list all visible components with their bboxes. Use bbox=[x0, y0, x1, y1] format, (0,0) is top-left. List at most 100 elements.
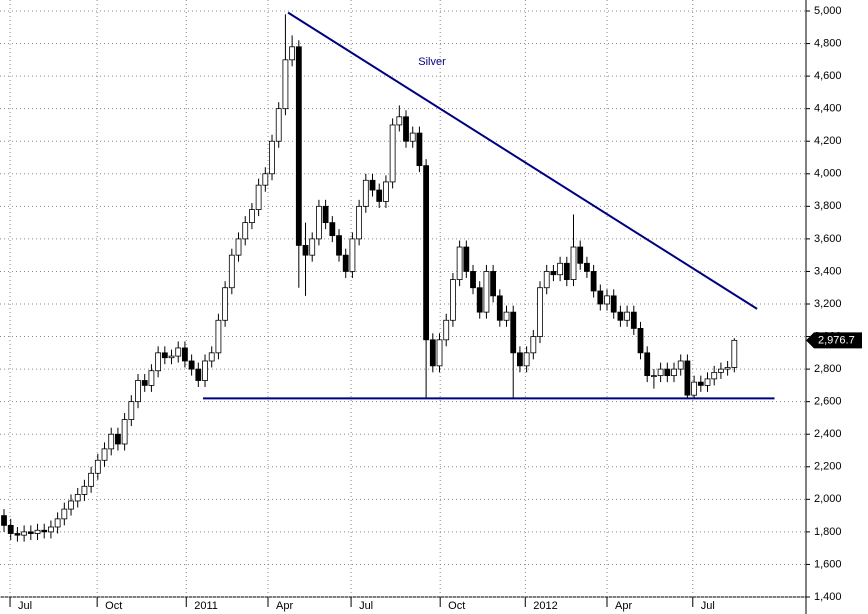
candle-body bbox=[577, 246, 584, 264]
candle-body bbox=[115, 433, 121, 445]
last-price-label: 2,976.7 bbox=[818, 334, 855, 346]
candle-body bbox=[255, 184, 262, 210]
candle-body bbox=[570, 246, 577, 280]
candle-body bbox=[523, 352, 530, 367]
y-tick-label: 3,400 bbox=[814, 265, 842, 277]
candle-body bbox=[215, 319, 222, 354]
last-price-box bbox=[806, 332, 862, 349]
candle-body bbox=[41, 529, 48, 533]
x-tick-label: Apr bbox=[615, 600, 632, 612]
candle-body bbox=[369, 179, 376, 191]
y-tick-label: 2,600 bbox=[814, 396, 842, 408]
candle-body bbox=[470, 271, 476, 289]
candle-body bbox=[27, 531, 34, 534]
candle-body bbox=[389, 124, 396, 183]
candle-body bbox=[202, 360, 208, 381]
y-tick-label: 4,800 bbox=[814, 37, 842, 49]
candle-body bbox=[396, 116, 403, 126]
x-tick-label: Jul bbox=[18, 600, 32, 612]
candle-body bbox=[309, 238, 316, 256]
candle-body bbox=[222, 287, 229, 321]
chart-title: Silver bbox=[418, 56, 446, 68]
candle-body bbox=[1, 515, 7, 526]
candle-body bbox=[141, 380, 148, 386]
candle-body bbox=[550, 271, 557, 276]
candle-body bbox=[349, 238, 356, 272]
y-tick-label: 2,000 bbox=[814, 493, 842, 505]
candle-body bbox=[88, 472, 95, 487]
candle-body bbox=[135, 380, 141, 403]
candle-body bbox=[34, 529, 41, 534]
candle-body bbox=[295, 46, 302, 246]
candle-body bbox=[329, 222, 336, 237]
candle-body bbox=[597, 290, 604, 305]
candle-body bbox=[249, 209, 255, 224]
candle-body bbox=[175, 347, 182, 357]
trendline bbox=[287, 11, 758, 310]
candle-body bbox=[188, 360, 195, 370]
candle-body bbox=[94, 459, 101, 474]
candle-body bbox=[121, 419, 128, 445]
candle-body bbox=[644, 352, 651, 377]
candle-body bbox=[543, 271, 550, 289]
candle-body bbox=[456, 246, 463, 280]
candle-body bbox=[490, 271, 497, 297]
candle-body bbox=[342, 254, 349, 272]
candle-body bbox=[630, 311, 637, 329]
candle-body bbox=[101, 448, 108, 461]
y-tick-label: 4,600 bbox=[814, 70, 842, 82]
candle-body bbox=[711, 371, 718, 380]
candle-body bbox=[584, 262, 590, 272]
y-tick-label: 2,800 bbox=[814, 363, 842, 375]
x-tick-label: Apr bbox=[276, 600, 293, 612]
candle-body bbox=[563, 262, 570, 280]
candle-body bbox=[517, 352, 523, 367]
candle-body bbox=[108, 433, 115, 450]
candle-body bbox=[637, 328, 644, 354]
y-tick-label: 4,400 bbox=[814, 103, 842, 115]
x-tick-label: Oct bbox=[448, 600, 465, 612]
y-tick-label: 1,600 bbox=[814, 558, 842, 570]
x-tick-label: 2012 bbox=[533, 600, 557, 612]
candle-body bbox=[537, 287, 543, 337]
candle-body bbox=[483, 271, 490, 313]
candle-body bbox=[704, 378, 711, 386]
candle-body bbox=[443, 319, 450, 341]
candle-body bbox=[429, 339, 436, 367]
candle-body bbox=[161, 352, 168, 359]
candle-body bbox=[697, 381, 704, 386]
x-tick-label: Jul bbox=[701, 600, 715, 612]
candle-body bbox=[376, 189, 383, 202]
x-tick-label: Jul bbox=[359, 600, 373, 612]
candle-body bbox=[691, 381, 698, 396]
candle-body bbox=[724, 367, 731, 370]
candle-body bbox=[302, 244, 309, 256]
candle-body bbox=[289, 46, 296, 61]
x-tick-label: Oct bbox=[105, 600, 122, 612]
candle-body bbox=[657, 368, 664, 377]
candle-body bbox=[182, 347, 188, 362]
y-tick-label: 5,000 bbox=[814, 5, 842, 17]
candle-body bbox=[68, 500, 74, 510]
candle-body bbox=[81, 485, 88, 495]
y-tick-label: 3,200 bbox=[814, 298, 842, 310]
candle-body bbox=[450, 279, 456, 321]
candle-body bbox=[228, 254, 235, 289]
candle-body bbox=[21, 531, 28, 536]
candle-body bbox=[262, 173, 269, 186]
candle-body bbox=[282, 59, 289, 110]
candle-body bbox=[74, 494, 81, 502]
candle-body bbox=[684, 360, 691, 396]
candle-body bbox=[128, 401, 135, 420]
candle-body bbox=[436, 339, 443, 367]
candle-body bbox=[54, 518, 61, 528]
candle-body bbox=[148, 370, 155, 386]
candle-body bbox=[383, 181, 389, 202]
candle-body bbox=[168, 355, 175, 359]
candle-body bbox=[48, 526, 54, 533]
candle-body bbox=[235, 238, 242, 256]
candle-body bbox=[496, 295, 503, 321]
candle-body bbox=[731, 339, 738, 368]
candle-body bbox=[557, 262, 564, 276]
